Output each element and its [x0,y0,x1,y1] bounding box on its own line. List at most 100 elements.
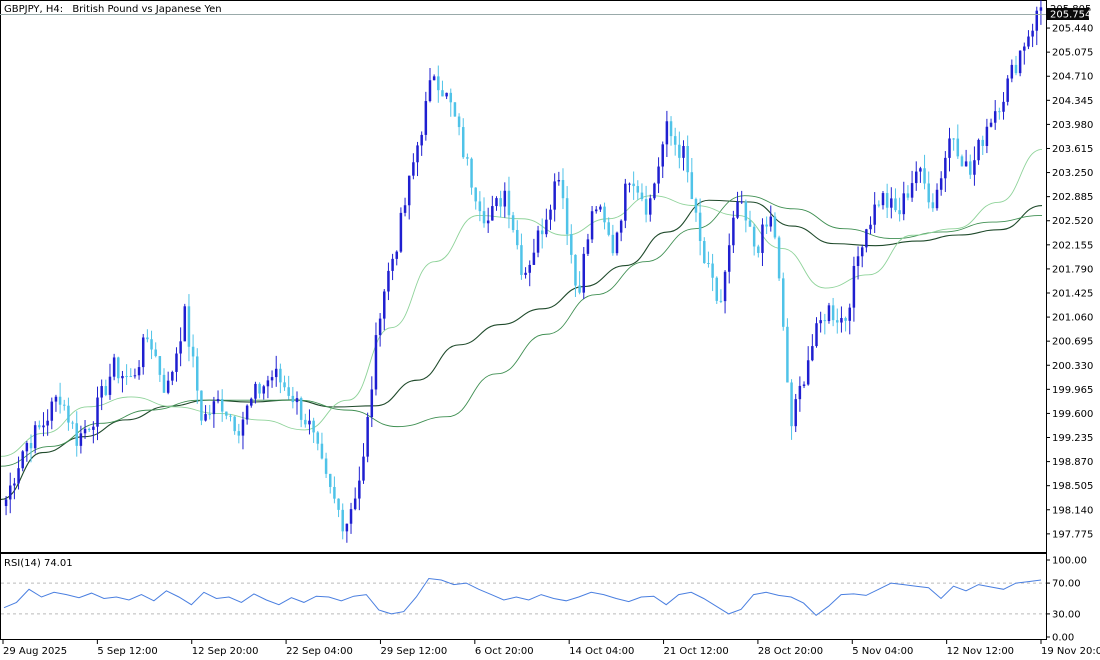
candle-body [237,431,241,436]
candle-body [977,139,980,161]
candle-body [570,234,573,255]
candle-body [752,226,756,247]
candle-body [92,426,95,430]
price-tick-label: 205.075 [1052,48,1093,59]
time-tick-label: 5 Nov 04:00 [852,646,913,657]
candle-body [387,270,390,292]
candle-body [374,335,378,390]
candle-body [17,468,20,484]
rsi-title: RSI(14) 74.01 [4,558,73,569]
candle-body [545,219,548,235]
candle-body [183,306,187,342]
candle-body [50,401,54,421]
candle-body [711,263,714,278]
candle-body [698,212,702,242]
candle-body [923,168,926,184]
candle-body [690,172,694,200]
candle-body [478,201,482,212]
candle-body [216,399,220,402]
candle-body [457,116,461,128]
candle-body [528,264,531,273]
price-tick-label: 201.425 [1052,288,1093,299]
candle-body [54,396,58,402]
candle-body [973,160,976,175]
candle-body [262,386,265,394]
candle-body [441,90,444,97]
candle-body [341,509,344,532]
price-tick-label: 203.615 [1052,144,1093,155]
candle-body [112,357,116,377]
candle-body [208,414,211,416]
candle-body [220,399,224,412]
current-price-box [1047,8,1089,20]
candle-body [757,246,760,253]
symbol-timeframe: GBPJPY, H4: [4,4,63,15]
time-tick-label: 5 Sep 12:00 [97,646,157,657]
candle-body [21,451,24,469]
candle-body [511,215,515,230]
candle-body [100,386,103,398]
candle-body [956,138,960,157]
candle-body [229,415,232,417]
candle-body [624,183,627,221]
candle-body [516,229,519,246]
candle-body [133,375,137,377]
candle-body [802,384,806,386]
candle-body [719,300,723,302]
price-tick-label: 201.060 [1052,313,1093,324]
candle-body [333,486,336,499]
candle-body [657,166,660,184]
candle-body [71,422,74,424]
candle-body [437,76,440,91]
candle-body [486,220,490,224]
candle-body [453,102,457,117]
candle-body [233,416,236,432]
candle-body [715,277,719,301]
candle-body [790,382,793,427]
candle-body [806,360,810,385]
candle-body [428,80,432,102]
candle-body [8,485,12,500]
candle-body [370,389,374,418]
candle-body [108,376,112,395]
candle-body [727,245,731,272]
candle-body [769,216,773,227]
candle-body [466,157,469,159]
candle-body [661,144,664,167]
price-tick-label: 199.235 [1052,433,1093,444]
candle-body [782,278,785,327]
candle-body [83,428,87,434]
candle-body [266,380,270,387]
candle-body [594,209,598,212]
candle-body [337,498,340,510]
candle-body [869,224,872,230]
candle-body [906,193,910,198]
ma-fast-line [0,149,1043,457]
candle-body [615,232,619,254]
candle-body [599,206,602,210]
candle-body [740,201,743,203]
candle-body [316,432,320,444]
candle-body [532,252,536,265]
candle-body [175,353,178,372]
candle-body [927,183,930,203]
candle-body [154,349,157,357]
candle-body [295,398,299,403]
candle-body [225,411,228,416]
price-tick-label: 200.695 [1052,337,1093,348]
candle-body [474,187,477,202]
candle-body [578,285,581,293]
candle-body [187,306,191,347]
current-price-label: 205.754 [1050,10,1091,21]
candle-body [141,337,145,368]
candle-body [129,376,133,378]
candle-body [969,161,972,175]
candle-body [378,318,382,336]
candle-body [723,271,727,302]
candle-body [196,356,199,391]
candle-body [312,420,315,433]
candle-body [328,473,332,487]
candle-body [960,156,964,167]
candle-body [885,193,889,208]
